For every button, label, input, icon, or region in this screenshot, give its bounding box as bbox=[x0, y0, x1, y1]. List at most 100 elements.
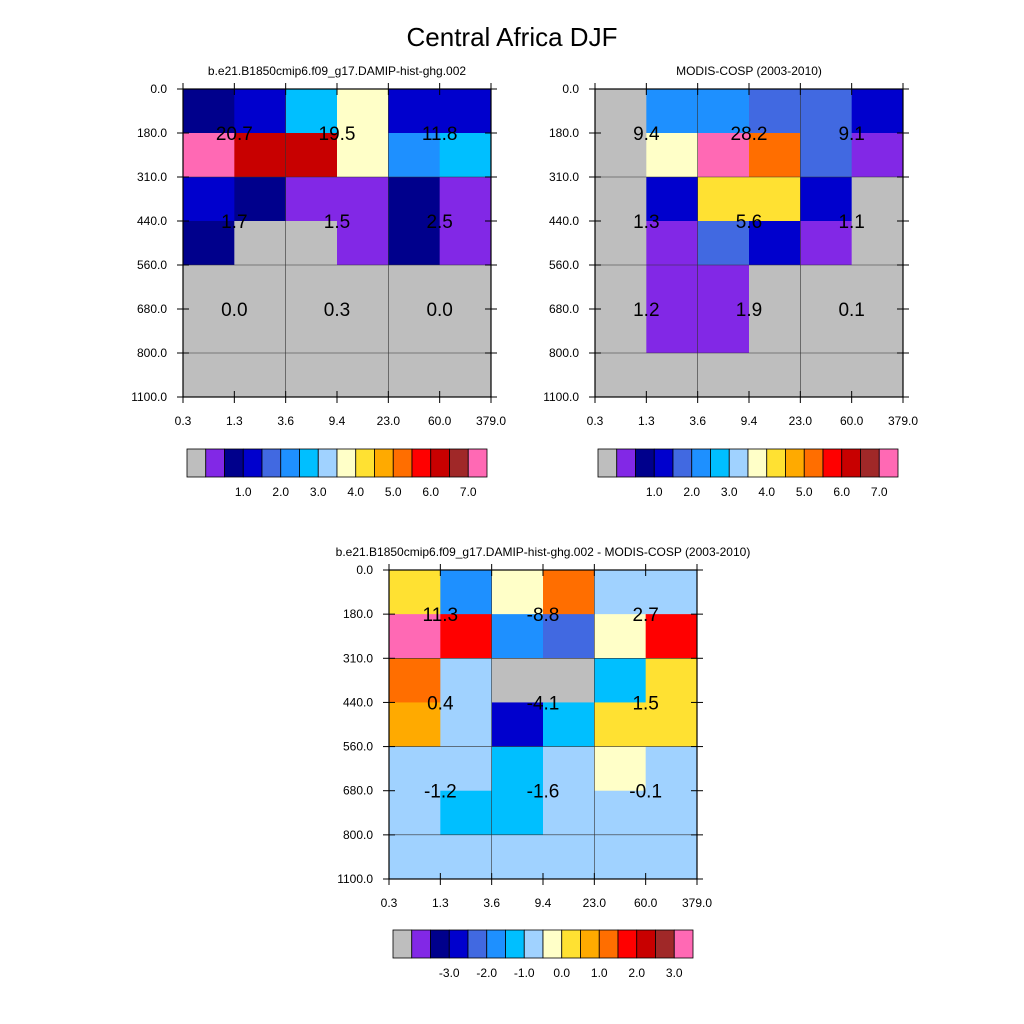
y-tick-label: 1100.0 bbox=[131, 390, 167, 404]
colorbar-swatch bbox=[411, 448, 432, 478]
cell-value-label: -4.1 bbox=[527, 693, 560, 714]
x-tick-label: 379.0 bbox=[476, 414, 506, 428]
colorbar-label: 1.0 bbox=[646, 485, 663, 499]
heatmap-cell bbox=[646, 221, 699, 266]
colorbar-swatch bbox=[467, 448, 488, 478]
heatmap-cell bbox=[646, 133, 699, 178]
colorbar-swatch bbox=[635, 448, 655, 478]
x-tick-label: 0.3 bbox=[587, 414, 604, 428]
heatmap-cell bbox=[389, 746, 441, 792]
heatmap-cell bbox=[389, 834, 441, 880]
y-tick-label: 800.0 bbox=[549, 346, 579, 360]
colorbar-swatch bbox=[616, 448, 636, 478]
heatmap-cell bbox=[697, 265, 750, 310]
heatmap-cell bbox=[388, 133, 441, 178]
colorbar-swatch bbox=[317, 448, 338, 478]
colorbar-swatch bbox=[224, 448, 244, 478]
heatmap-cell bbox=[697, 309, 750, 354]
colorbar-swatch bbox=[261, 448, 282, 478]
heatmap-cell bbox=[645, 746, 698, 792]
heatmap-cell bbox=[439, 177, 492, 222]
heatmap-cell bbox=[234, 177, 287, 222]
heatmap-cell bbox=[285, 221, 338, 266]
heatmap-cell bbox=[543, 834, 595, 880]
panel-title: MODIS-COSP (2003-2010) bbox=[676, 64, 822, 78]
heatmap-cell bbox=[285, 353, 338, 398]
heatmap-cell bbox=[645, 834, 698, 880]
x-tick-label: 60.0 bbox=[840, 414, 864, 428]
heatmap-cell bbox=[337, 177, 389, 222]
y-tick-label: 1100.0 bbox=[337, 872, 373, 886]
heatmap-cell bbox=[749, 221, 801, 266]
colorbar-swatch bbox=[523, 929, 544, 959]
colorbar-label: 6.0 bbox=[833, 485, 850, 499]
heatmap-cell bbox=[389, 702, 441, 748]
heatmap-cell bbox=[491, 570, 544, 615]
cell-value-label: 0.3 bbox=[324, 300, 350, 321]
heatmap-cell bbox=[543, 570, 595, 615]
y-tick-label: 680.0 bbox=[549, 302, 579, 316]
colorbar-label: 5.0 bbox=[796, 485, 813, 499]
heatmap-cell bbox=[388, 221, 441, 266]
heatmap-cell bbox=[440, 570, 493, 615]
heatmap-cell bbox=[749, 353, 801, 398]
x-tick-label: 379.0 bbox=[888, 414, 918, 428]
colorbar-swatch bbox=[392, 448, 413, 478]
heatmap-cell bbox=[645, 658, 698, 703]
x-tick-label: 3.6 bbox=[277, 414, 294, 428]
cell-value-label: 1.5 bbox=[324, 212, 350, 233]
colorbar-swatch bbox=[580, 929, 600, 959]
heatmap-cell bbox=[749, 177, 801, 222]
cell-value-label: 1.7 bbox=[221, 212, 247, 233]
heatmap-cell bbox=[285, 265, 338, 310]
heatmap-cell bbox=[183, 265, 235, 310]
heatmap-cell bbox=[234, 309, 287, 354]
colorbar-label: 2.0 bbox=[272, 485, 289, 499]
heatmap-cell bbox=[543, 658, 595, 703]
colorbar-swatch bbox=[186, 448, 207, 478]
colorbar-swatch bbox=[430, 448, 450, 478]
cell-value-label: -1.2 bbox=[424, 782, 457, 803]
colorbar-swatch bbox=[242, 448, 263, 478]
heatmap-cell bbox=[183, 221, 235, 266]
colorbar-label: 1.0 bbox=[235, 485, 252, 499]
heatmap-cell bbox=[543, 790, 595, 836]
heatmap-cell bbox=[234, 89, 287, 134]
colorbar-swatch bbox=[803, 448, 824, 478]
heatmap-cell bbox=[388, 265, 441, 310]
y-tick-label: 800.0 bbox=[137, 346, 167, 360]
colorbar-swatch bbox=[710, 448, 730, 478]
heatmap-cell bbox=[646, 309, 699, 354]
heatmap-cell bbox=[337, 89, 389, 134]
x-tick-label: 9.4 bbox=[329, 414, 346, 428]
cell-value-label: 1.3 bbox=[633, 212, 659, 233]
colorbar-swatch bbox=[505, 929, 525, 959]
cell-value-label: 0.4 bbox=[427, 693, 454, 714]
x-tick-label: 3.6 bbox=[483, 896, 500, 910]
cell-value-label: 20.7 bbox=[216, 124, 253, 145]
x-tick-label: 1.3 bbox=[638, 414, 655, 428]
colorbar-swatch bbox=[374, 448, 394, 478]
cell-value-label: 0.1 bbox=[838, 300, 864, 321]
cell-value-label: 0.0 bbox=[426, 300, 452, 321]
y-tick-label: 440.0 bbox=[549, 214, 579, 228]
colorbar-swatch bbox=[597, 448, 618, 478]
colorbar-label: 3.0 bbox=[721, 485, 738, 499]
y-tick-label: 310.0 bbox=[549, 170, 579, 184]
y-tick-label: 0.0 bbox=[562, 82, 579, 96]
heatmap-cell bbox=[439, 309, 492, 354]
colorbar-swatch bbox=[598, 929, 619, 959]
heatmap-cell bbox=[389, 658, 441, 703]
heatmap-cell bbox=[594, 702, 647, 748]
heatmap-cell bbox=[285, 177, 338, 222]
y-tick-label: 180.0 bbox=[549, 126, 579, 140]
cell-value-label: 9.4 bbox=[633, 124, 660, 145]
heatmap-cell bbox=[337, 309, 389, 354]
y-tick-label: 1100.0 bbox=[543, 390, 579, 404]
colorbar-swatch bbox=[860, 448, 880, 478]
y-tick-label: 310.0 bbox=[137, 170, 167, 184]
y-tick-label: 560.0 bbox=[343, 740, 373, 754]
heatmap-cell bbox=[594, 834, 647, 880]
cell-value-label: 1.5 bbox=[632, 693, 658, 714]
heatmap-cell bbox=[440, 790, 493, 836]
